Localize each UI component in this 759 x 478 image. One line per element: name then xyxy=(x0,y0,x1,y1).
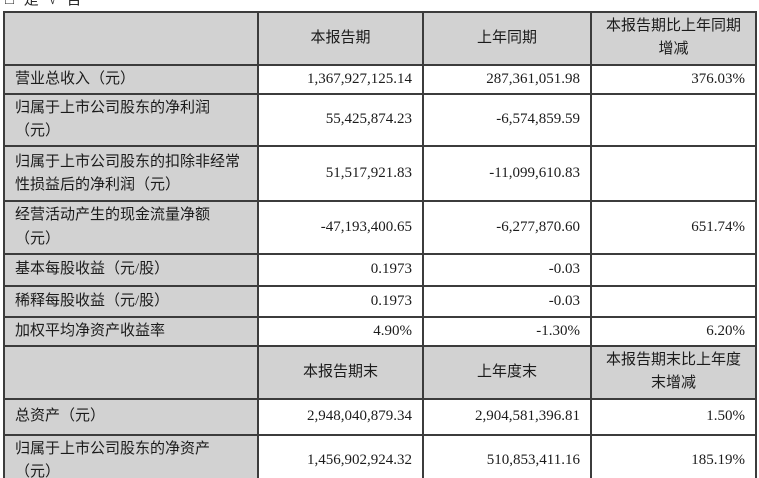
cell-prior: -11,099,610.83 xyxy=(422,145,592,203)
row-label: 归属于上市公司股东的净资产（元） xyxy=(3,433,259,478)
table-row-net-assets: 归属于上市公司股东的净资产（元） 1,456,902,924.32 510,85… xyxy=(3,433,757,478)
cell-current: -47,193,400.65 xyxy=(257,200,424,255)
cell-current: 4.90% xyxy=(257,315,424,348)
cell-change xyxy=(590,92,757,148)
row-label: 归属于上市公司股东的扣除非经常性损益后的净利润（元） xyxy=(3,145,259,203)
cell-change: 376.03% xyxy=(590,63,757,95)
row-label: 基本每股收益（元/股） xyxy=(3,252,259,287)
header-current-eop: 本报告期末 xyxy=(257,345,424,400)
cell-change xyxy=(590,252,757,287)
cell-prior: 2,904,581,396.81 xyxy=(422,397,592,436)
table-row-operating-cash-flow: 经营活动产生的现金流量净额（元） -47,193,400.65 -6,277,8… xyxy=(3,200,757,255)
header-empty-cell xyxy=(3,345,259,400)
table-row-net-profit-deducted: 归属于上市公司股东的扣除非经常性损益后的净利润（元） 51,517,921.83… xyxy=(3,145,757,203)
table-row-total-assets: 总资产（元） 2,948,040,879.34 2,904,581,396.81… xyxy=(3,397,757,436)
clipped-top-text: □ 是 √ 否 xyxy=(0,0,759,11)
cell-current: 0.1973 xyxy=(257,252,424,287)
table-row-basic-eps: 基本每股收益（元/股） 0.1973 -0.03 xyxy=(3,252,757,287)
header-empty-cell xyxy=(3,11,259,66)
cell-change xyxy=(590,145,757,203)
eop-header-row: 本报告期末 上年度末 本报告期末比上年度末增减 xyxy=(3,345,757,400)
header-current-period: 本报告期 xyxy=(257,11,424,66)
cell-change: 1.50% xyxy=(590,397,757,436)
cell-prior: -1.30% xyxy=(422,315,592,348)
row-label: 总资产（元） xyxy=(3,397,259,436)
cell-change: 6.20% xyxy=(590,315,757,348)
table-row-weighted-avg-roe: 加权平均净资产收益率 4.90% -1.30% 6.20% xyxy=(3,315,757,348)
financial-summary-table: 本报告期 上年同期 本报告期比上年同期增减 营业总收入（元） 1,367,927… xyxy=(3,11,757,478)
row-label: 营业总收入（元） xyxy=(3,63,259,95)
cell-change: 651.74% xyxy=(590,200,757,255)
header-period-change: 本报告期比上年同期增减 xyxy=(590,11,757,66)
header-eop-change: 本报告期末比上年度末增减 xyxy=(590,345,757,400)
cell-change: 185.19% xyxy=(590,433,757,478)
cell-prior: -0.03 xyxy=(422,284,592,318)
header-prior-period: 上年同期 xyxy=(422,11,592,66)
row-label: 稀释每股收益（元/股） xyxy=(3,284,259,318)
cell-prior: 287,361,051.98 xyxy=(422,63,592,95)
table-row-diluted-eps: 稀释每股收益（元/股） 0.1973 -0.03 xyxy=(3,284,757,318)
period-header-row: 本报告期 上年同期 本报告期比上年同期增减 xyxy=(3,11,757,66)
cell-prior: -6,277,870.60 xyxy=(422,200,592,255)
cell-prior: 510,853,411.16 xyxy=(422,433,592,478)
row-label: 归属于上市公司股东的净利润（元） xyxy=(3,92,259,148)
cell-change xyxy=(590,284,757,318)
cell-current: 2,948,040,879.34 xyxy=(257,397,424,436)
cell-current: 0.1973 xyxy=(257,284,424,318)
row-label: 加权平均净资产收益率 xyxy=(3,315,259,348)
cell-current: 51,517,921.83 xyxy=(257,145,424,203)
header-prior-eop: 上年度末 xyxy=(422,345,592,400)
table-row-net-profit: 归属于上市公司股东的净利润（元） 55,425,874.23 -6,574,85… xyxy=(3,92,757,148)
cell-prior: -6,574,859.59 xyxy=(422,92,592,148)
cell-prior: -0.03 xyxy=(422,252,592,287)
row-label: 经营活动产生的现金流量净额（元） xyxy=(3,200,259,255)
clipped-top-text-content: □ 是 √ 否 xyxy=(5,0,85,8)
cell-current: 55,425,874.23 xyxy=(257,92,424,148)
table-row-total-revenue: 营业总收入（元） 1,367,927,125.14 287,361,051.98… xyxy=(3,63,757,95)
cell-current: 1,367,927,125.14 xyxy=(257,63,424,95)
cell-current: 1,456,902,924.32 xyxy=(257,433,424,478)
